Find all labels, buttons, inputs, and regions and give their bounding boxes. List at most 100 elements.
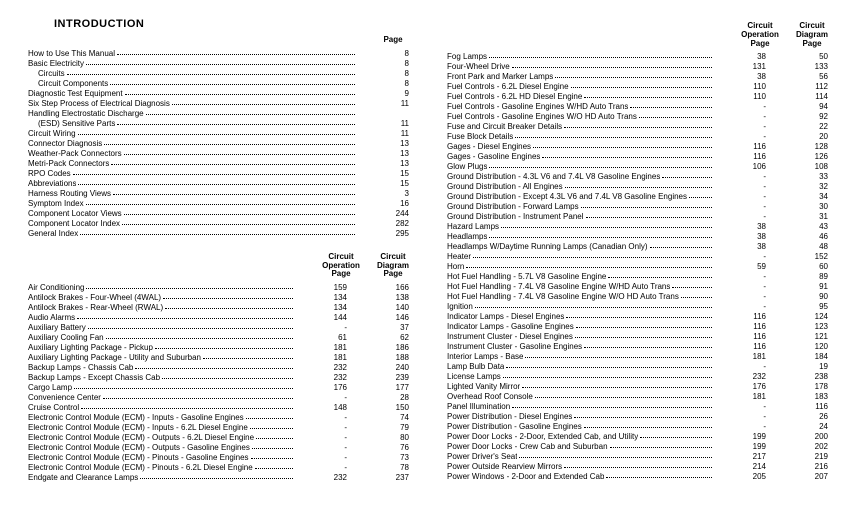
leader-dots	[124, 153, 355, 155]
toc-label: Lighted Vanity Mirror	[447, 382, 520, 392]
toc-row: Auxiliary Cooling Fan6162	[28, 333, 419, 343]
toc-label: Convenience Center	[28, 393, 101, 403]
diag-page: 78	[357, 463, 419, 473]
toc-row: Overhead Roof Console181183	[447, 392, 838, 402]
toc-label: Metri-Pack Connectors	[28, 159, 109, 169]
toc-label: Hot Fuel Handling - 5.7L V8 Gasoline Eng…	[447, 272, 606, 282]
page-num: 8	[357, 59, 419, 69]
diag-page: 28	[357, 393, 419, 403]
right-table-header: Circuit Operation Page Circuit Diagram P…	[447, 22, 838, 48]
op-page: 205	[714, 472, 776, 482]
op-page: 134	[295, 293, 357, 303]
op-page: 199	[714, 432, 776, 442]
toc-label: Fuel Controls - 6.2L Diesel Engine	[447, 82, 569, 92]
diag-page: 183	[776, 392, 838, 402]
op-page: -	[295, 413, 357, 423]
diag-page: 186	[357, 343, 419, 353]
leader-dots	[581, 206, 712, 208]
diag-page: 20	[776, 132, 838, 142]
diag-page: 146	[357, 313, 419, 323]
diag-page: 116	[776, 402, 838, 412]
leader-dots	[584, 426, 712, 428]
op-page: -	[295, 323, 357, 333]
toc-row: RPO Codes15	[28, 169, 419, 179]
leader-dots	[606, 476, 712, 478]
diag-page: 219	[776, 452, 838, 462]
toc-row: License Lamps232238	[447, 372, 838, 382]
leader-dots	[163, 297, 293, 299]
diag-page: 50	[776, 52, 838, 62]
leader-dots	[639, 116, 712, 118]
leader-dots	[475, 306, 712, 308]
header-op: Circuit Operation Page	[315, 253, 367, 279]
diag-page: 48	[776, 242, 838, 252]
leader-dots	[104, 143, 355, 145]
toc-label: Power Distribution - Gasoline Engines	[447, 422, 582, 432]
leader-dots	[250, 427, 293, 429]
header-diag: Circuit Diagram Page	[367, 253, 419, 279]
toc-label: Auxiliary Lighting Package - Utility and…	[28, 353, 201, 363]
diag-page: 46	[776, 232, 838, 242]
toc-row: Fuel Controls - Gasoline Engines W/O HD …	[447, 112, 838, 122]
op-page: -	[714, 132, 776, 142]
op-page: 199	[714, 442, 776, 452]
toc-label: Component Locator Views	[28, 209, 122, 219]
intro-list: How to Use This Manual8Basic Electricity…	[28, 49, 419, 239]
toc-label: Circuit Components	[28, 79, 108, 89]
leader-dots	[162, 377, 293, 379]
op-page: -	[714, 422, 776, 432]
diag-page: 133	[776, 62, 838, 72]
toc-row: Metri-Pack Connectors13	[28, 159, 419, 169]
page-num: 15	[357, 169, 419, 179]
op-page: 232	[295, 473, 357, 483]
toc-label: Electronic Control Module (ECM) - Inputs…	[28, 423, 248, 433]
op-page: 38	[714, 232, 776, 242]
toc-row: Fuel Controls - 6.2L Diesel Engine110112	[447, 82, 838, 92]
leader-dots	[535, 396, 712, 398]
leader-dots	[515, 136, 712, 138]
diag-page: 74	[357, 413, 419, 423]
toc-row: Component Locator Views244	[28, 209, 419, 219]
toc-label: Backup Lamps - Except Chassis Cab	[28, 373, 160, 383]
page-num: 8	[357, 49, 419, 59]
toc-label: Audio Alarms	[28, 313, 75, 323]
toc-label: Lamp Bulb Data	[447, 362, 504, 372]
toc-row: Hot Fuel Handling - 5.7L V8 Gasoline Eng…	[447, 272, 838, 282]
toc-label: Indicator Lamps - Gasoline Engines	[447, 322, 574, 332]
toc-row: Indicator Lamps - Diesel Engines116124	[447, 312, 838, 322]
page-num: 13	[357, 139, 419, 149]
intro-header-row: Page	[28, 36, 419, 45]
toc-label: Hot Fuel Handling - 7.4L V8 Gasoline Eng…	[447, 282, 670, 292]
toc-label: Component Locator Index	[28, 219, 120, 229]
leader-dots	[103, 397, 293, 399]
op-page: 176	[714, 382, 776, 392]
toc-label: Electronic Control Module (ECM) - Output…	[28, 433, 254, 443]
diag-page: 239	[357, 373, 419, 383]
toc-label: Auxiliary Battery	[28, 323, 86, 333]
diag-page: 94	[776, 102, 838, 112]
op-page: -	[714, 102, 776, 112]
toc-label: Heater	[447, 252, 471, 262]
leader-dots	[246, 417, 293, 419]
leader-dots	[203, 357, 293, 359]
toc-label: Fuse Block Details	[447, 132, 513, 142]
toc-row: Lighted Vanity Mirror 176178	[447, 382, 838, 392]
op-page: -	[714, 402, 776, 412]
op-page: 134	[295, 303, 357, 313]
toc-row: Horn5960	[447, 262, 838, 272]
toc-label: Interior Lamps - Base	[447, 352, 523, 362]
toc-row: Fog Lamps3850	[447, 52, 838, 62]
toc-row: Power Door Locks - 2-Door, Extended Cab,…	[447, 432, 838, 442]
toc-row: Power Driver's Seat217219	[447, 452, 838, 462]
leader-dots	[630, 106, 712, 108]
diag-page: 178	[776, 382, 838, 392]
toc-label: Overhead Roof Console	[447, 392, 533, 402]
toc-label: Antilock Brakes - Four-Wheel (4WAL)	[28, 293, 161, 303]
leader-dots	[571, 86, 712, 88]
page-num: 13	[357, 149, 419, 159]
toc-label: Front Park and Marker Lamps	[447, 72, 553, 82]
op-page: -	[295, 463, 357, 473]
toc-row: Electronic Control Module (ECM) - Pinout…	[28, 453, 419, 463]
leader-dots	[610, 446, 712, 448]
diag-page: 123	[776, 322, 838, 332]
